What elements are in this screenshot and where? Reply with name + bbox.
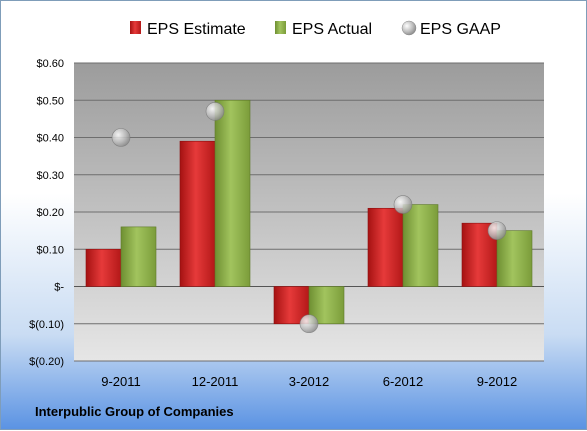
- legend: EPS Estimate EPS Actual EPS GAAP: [130, 20, 501, 38]
- bars: [85, 99, 533, 325]
- y-tick-label: $0.50: [36, 95, 64, 107]
- estimate-bar: [179, 140, 216, 287]
- y-tick-label: $0.30: [36, 170, 64, 182]
- actual-bar: [120, 226, 157, 287]
- actual-bar: [402, 204, 439, 287]
- legend-swatch-actual: [275, 21, 286, 34]
- x-category-label: 6-2012: [383, 374, 423, 389]
- y-tick-label: $-: [54, 282, 64, 294]
- gaap-points: [111, 102, 507, 334]
- x-category-label: 9-2011: [101, 374, 141, 389]
- y-tick-label: $0.60: [36, 58, 64, 70]
- gaap-point: [111, 128, 131, 147]
- estimate-bar: [367, 207, 404, 287]
- x-category-label: 12-2011: [192, 374, 239, 389]
- legend-label: EPS Actual: [292, 21, 372, 38]
- company-name: Interpublic Group of Companies: [35, 404, 234, 419]
- x-category-label: 9-2012: [477, 374, 517, 389]
- gaap-point: [299, 314, 319, 334]
- actual-bar: [214, 99, 251, 287]
- y-tick-label: $(0.20): [29, 356, 64, 368]
- legend-swatch-estimate: [130, 21, 141, 34]
- y-tick-label: $0.20: [36, 207, 64, 219]
- gaap-point: [205, 102, 225, 121]
- gaap-point: [393, 195, 413, 214]
- y-axis-ticks: $0.60 $0.50 $0.40 $0.30 $0.20 $0.10 $- $(0.10) $…: [29, 58, 64, 368]
- gaap-point: [487, 221, 507, 240]
- x-axis-categories: 9-2011 12-2011 3-2012 6-2012 9-2012: [101, 374, 517, 389]
- actual-bar: [496, 230, 533, 287]
- legend-label: EPS Estimate: [147, 21, 246, 38]
- y-tick-label: $(0.10): [29, 319, 64, 331]
- estimate-bar: [85, 248, 122, 287]
- y-tick-label: $0.40: [36, 133, 64, 145]
- legend-label: EPS GAAP: [420, 21, 501, 38]
- y-tick-label: $0.10: [36, 244, 64, 256]
- legend-swatch-gaap: [401, 20, 417, 36]
- x-category-label: 3-2012: [289, 374, 329, 389]
